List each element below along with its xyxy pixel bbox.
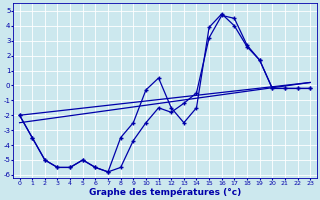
X-axis label: Graphe des températures (°c): Graphe des températures (°c) xyxy=(89,187,241,197)
